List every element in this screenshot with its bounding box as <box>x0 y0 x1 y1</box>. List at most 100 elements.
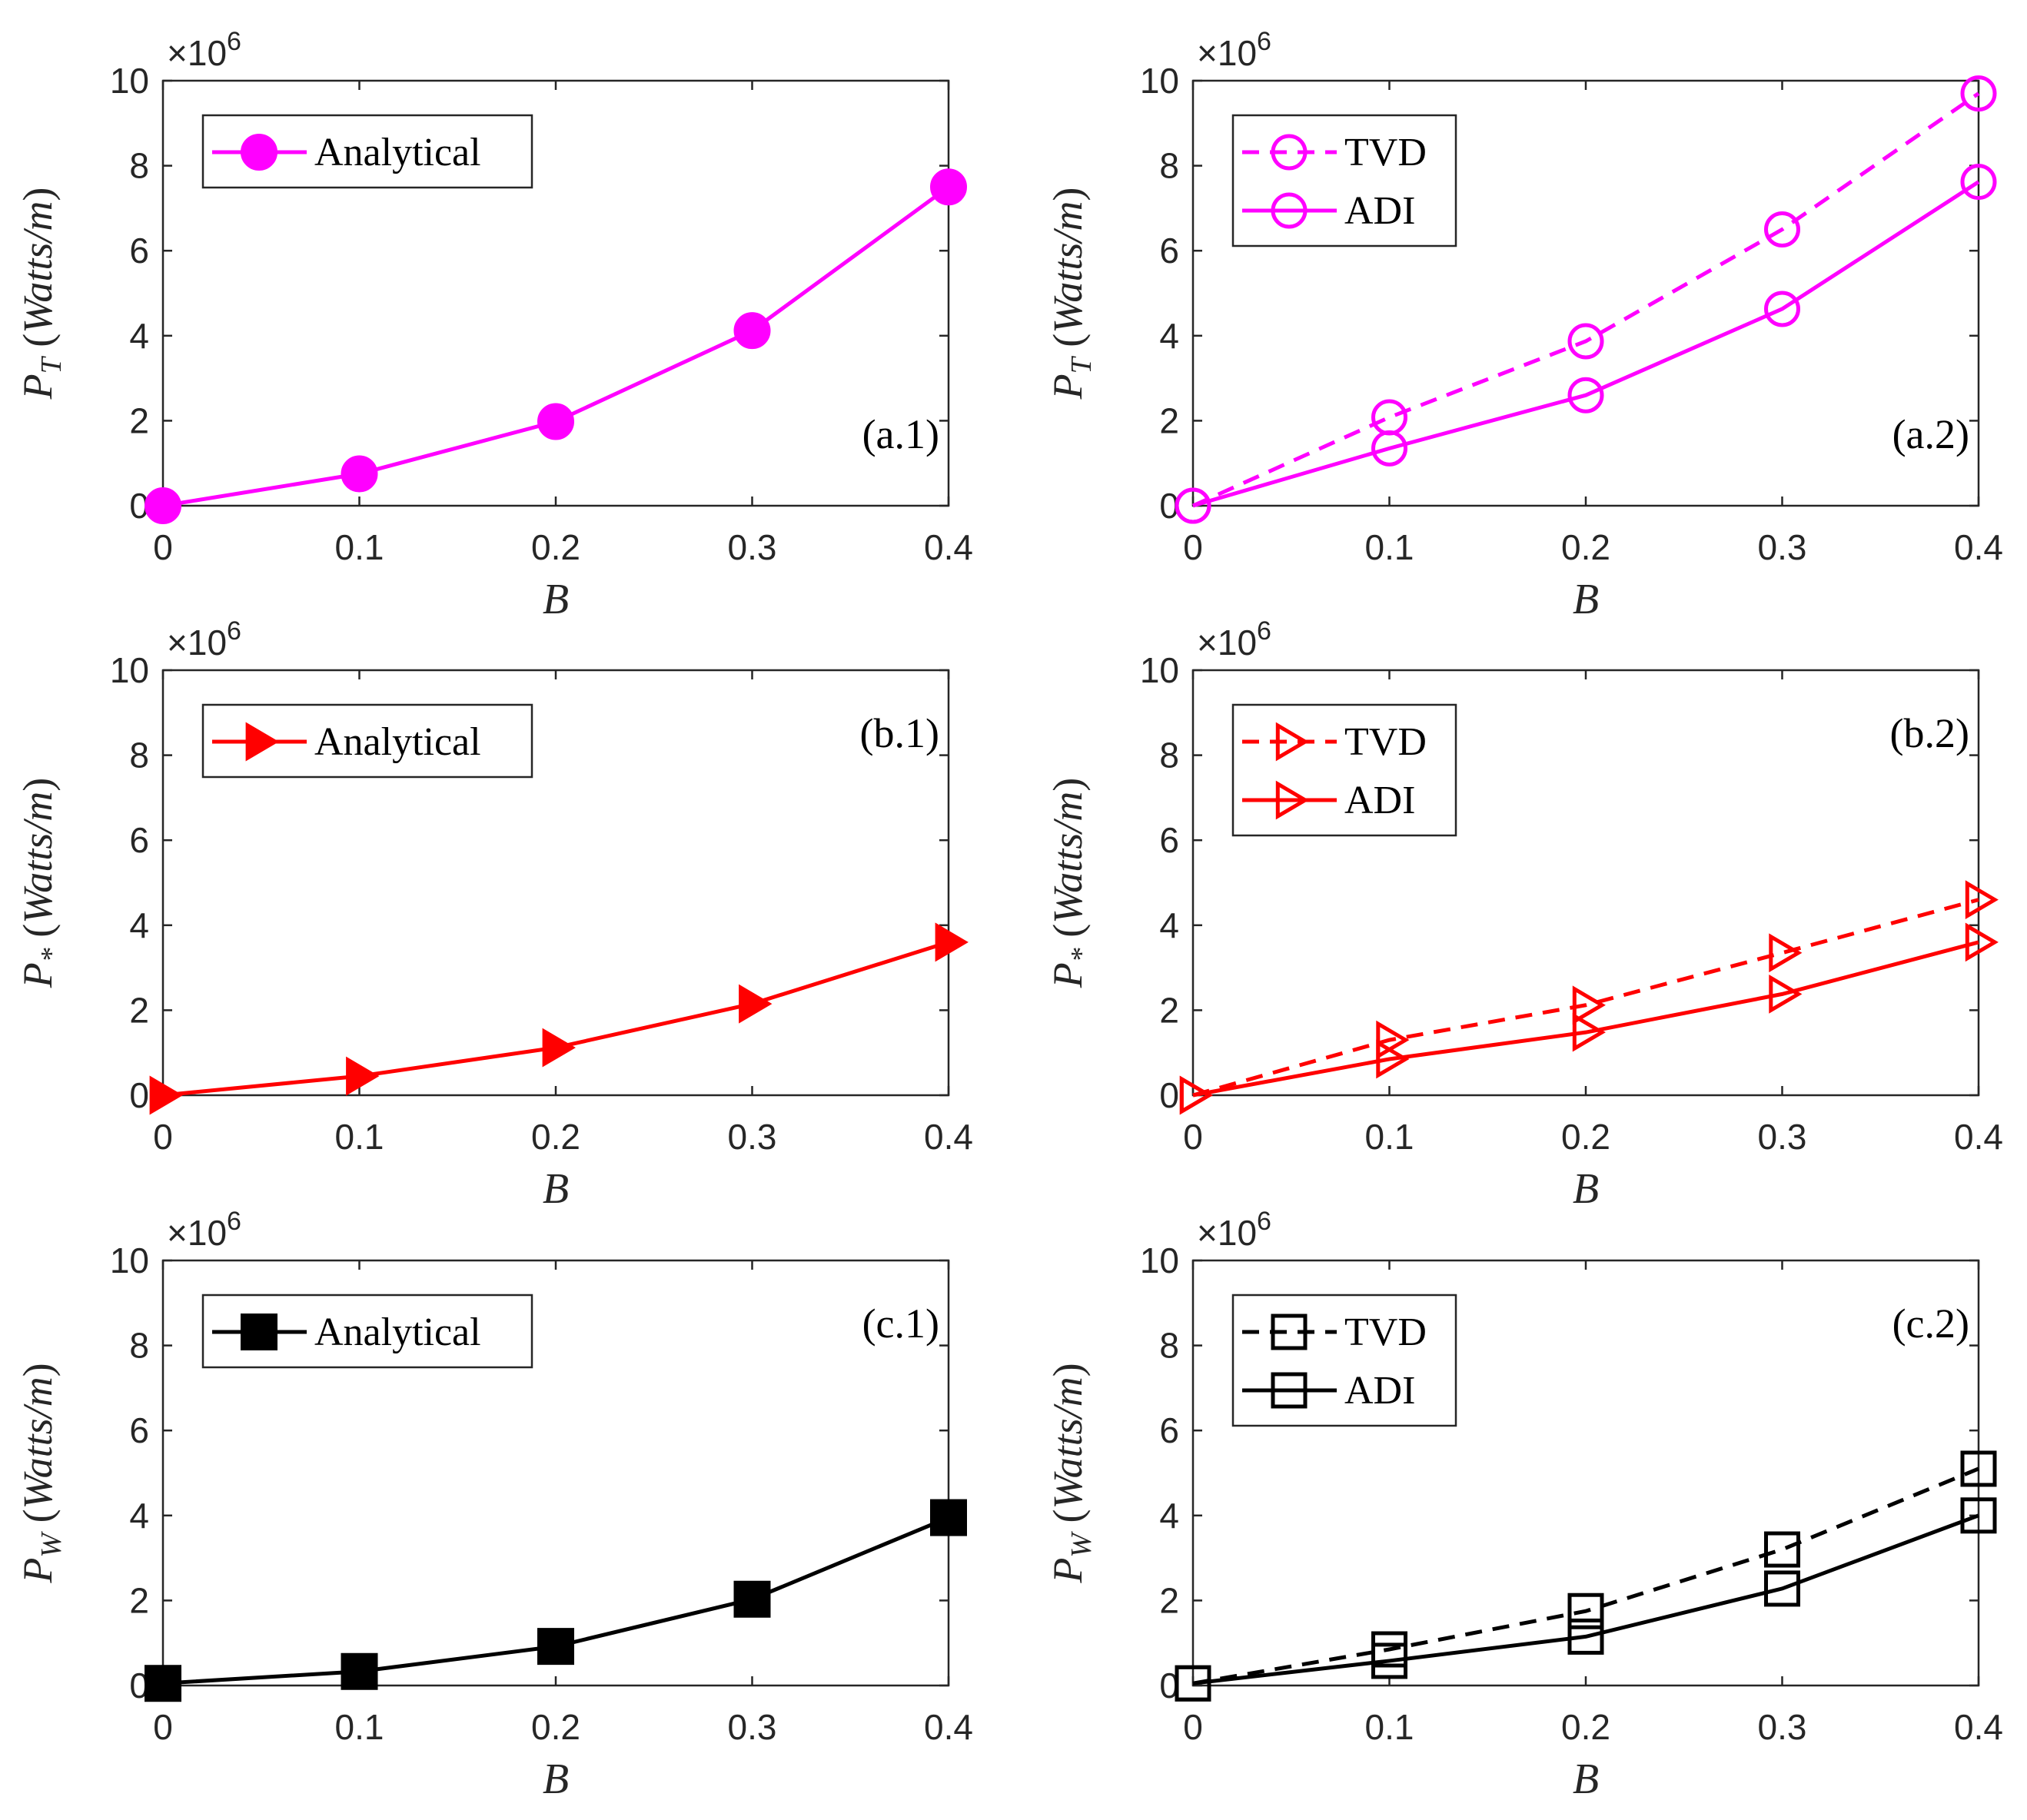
series-line-adi <box>1192 940 1979 1098</box>
data-point <box>733 1580 771 1618</box>
y-tick-label: 10 <box>1140 1240 1179 1280</box>
y-axis-label: P* (Watts/m) <box>1045 778 1098 989</box>
multiplier-exponent: 6 <box>1257 1207 1271 1236</box>
y-tick-label: 10 <box>1140 61 1179 101</box>
x-tick-label: 0.4 <box>1954 1117 2003 1157</box>
data-point <box>1764 211 1800 248</box>
y-tick-label: 10 <box>110 1240 149 1280</box>
series-line-tvd <box>1192 898 1979 1098</box>
data-point <box>1764 1531 1800 1568</box>
y-label-unit: Watts/m <box>1045 792 1091 924</box>
legend-entry-tvd: TVD <box>1344 1310 1427 1354</box>
data-point <box>542 1028 576 1068</box>
y-label-unit: Watts/m <box>1045 201 1091 334</box>
data-point <box>346 1056 380 1096</box>
x-tick-label: 0.1 <box>335 1707 384 1747</box>
axis-multiplier: ×106 <box>1197 616 1271 663</box>
y-axis-label: PT (Watts/m) <box>1045 188 1098 400</box>
data-point <box>341 455 378 493</box>
y-axis-label: PW (Watts/m) <box>15 1363 68 1583</box>
y-label-subscript: W <box>35 1531 68 1558</box>
data-point <box>1965 922 1999 962</box>
axis-multiplier: ×106 <box>1197 1207 1271 1253</box>
panel-b1: 0 0.1 0.2 0.3 0.4 0 2 4 6 8 10 ×106 B P* (Watts/m) Ana… <box>15 616 973 1213</box>
x-tick-label: 0 <box>1183 1707 1203 1747</box>
y-tick-label: 6 <box>1159 1410 1179 1450</box>
data-point <box>733 312 771 350</box>
x-tick-label: 0.1 <box>1365 1707 1414 1747</box>
legend-box <box>1231 1294 1457 1427</box>
y-label-subscript: * <box>1065 948 1098 962</box>
x-tick-label: 0.3 <box>728 1707 777 1747</box>
legend-entry-adi: ADI <box>1344 189 1415 233</box>
y-tick-label: 10 <box>110 61 149 101</box>
x-tick-label: 0.3 <box>1758 527 1807 567</box>
y-tick-label: 4 <box>129 316 149 356</box>
y-tick-label: 2 <box>1159 400 1179 440</box>
data-point <box>1572 1012 1606 1052</box>
x-tick-label: 0 <box>153 1117 173 1157</box>
x-tick-label: 0.3 <box>1758 1707 1807 1747</box>
x-tick-label: 0.4 <box>924 527 973 567</box>
y-label-unit-open: ( <box>15 334 61 357</box>
panel-label: (b.2) <box>1890 710 1969 756</box>
series-line-tvd <box>1191 91 1980 508</box>
y-label-unit-close: ) <box>15 1363 61 1377</box>
multiplier-exponent: 6 <box>1257 27 1271 56</box>
series-line-adi <box>1192 1513 1979 1685</box>
legend-marker <box>241 1314 277 1350</box>
y-label-unit-close: ) <box>1045 778 1091 792</box>
data-point <box>930 1499 967 1536</box>
y-label-symbol: P <box>1045 962 1091 988</box>
data-point <box>537 1628 574 1666</box>
legend-marker <box>241 134 277 171</box>
data-point <box>1371 1642 1407 1679</box>
panel-label: (a.1) <box>862 411 939 457</box>
legend-entry-analytical: Analytical <box>314 131 481 174</box>
x-axis-label: B <box>1573 576 1599 623</box>
y-label-unit-close: ) <box>15 778 61 792</box>
y-label-subscript: T <box>35 355 68 374</box>
y-label-symbol: P <box>15 374 61 400</box>
axis-multiplier: ×106 <box>167 27 241 73</box>
panel-b2: 0 0.1 0.2 0.3 0.4 0 2 4 6 8 10 ×106 B P* (Watts/m) TVD… <box>1045 616 2003 1213</box>
data-point <box>1567 1592 1604 1629</box>
data-point <box>1567 1618 1604 1655</box>
y-axis-label: PW (Watts/m) <box>1045 1363 1098 1583</box>
data-point <box>1769 975 1803 1014</box>
x-tick-label: 0.4 <box>924 1117 973 1157</box>
data-point <box>1175 487 1211 524</box>
x-tick-label: 0.3 <box>1758 1117 1807 1157</box>
y-axis-label: P* (Watts/m) <box>15 778 68 989</box>
data-point <box>1960 1450 1997 1487</box>
legend: TVD ADI <box>1231 114 1457 247</box>
data-point <box>930 168 967 206</box>
data-point <box>1960 75 1997 112</box>
y-tick-label: 6 <box>129 231 149 271</box>
legend-entry-adi: ADI <box>1344 779 1415 822</box>
legend-entry-tvd: TVD <box>1344 131 1427 174</box>
y-tick-label: 6 <box>129 820 149 860</box>
y-tick-label: 8 <box>129 1326 149 1366</box>
legend-marker <box>1271 1314 1308 1350</box>
x-tick-label: 0.2 <box>1561 1117 1610 1157</box>
y-label-unit-close: ) <box>15 188 61 201</box>
y-tick-label: 8 <box>129 736 149 775</box>
y-label-symbol: P <box>1045 1558 1091 1584</box>
y-label-unit: Watts/m <box>15 1377 61 1509</box>
panel-label: (c.1) <box>862 1300 939 1347</box>
y-label-symbol: P <box>1045 374 1091 400</box>
y-tick-label: 8 <box>1159 146 1179 186</box>
x-axis-label: B <box>1573 1755 1599 1803</box>
legend-marker <box>1275 722 1309 762</box>
series-line-tvd <box>1192 1466 1979 1685</box>
data-point <box>935 922 969 962</box>
y-tick-label: 0 <box>1159 1075 1179 1115</box>
y-label-unit-close: ) <box>1045 1363 1091 1377</box>
y-label-symbol: P <box>15 962 61 988</box>
y-label-unit: Watts/m <box>15 201 61 334</box>
data-point <box>1965 880 1999 919</box>
data-point <box>1371 430 1407 467</box>
